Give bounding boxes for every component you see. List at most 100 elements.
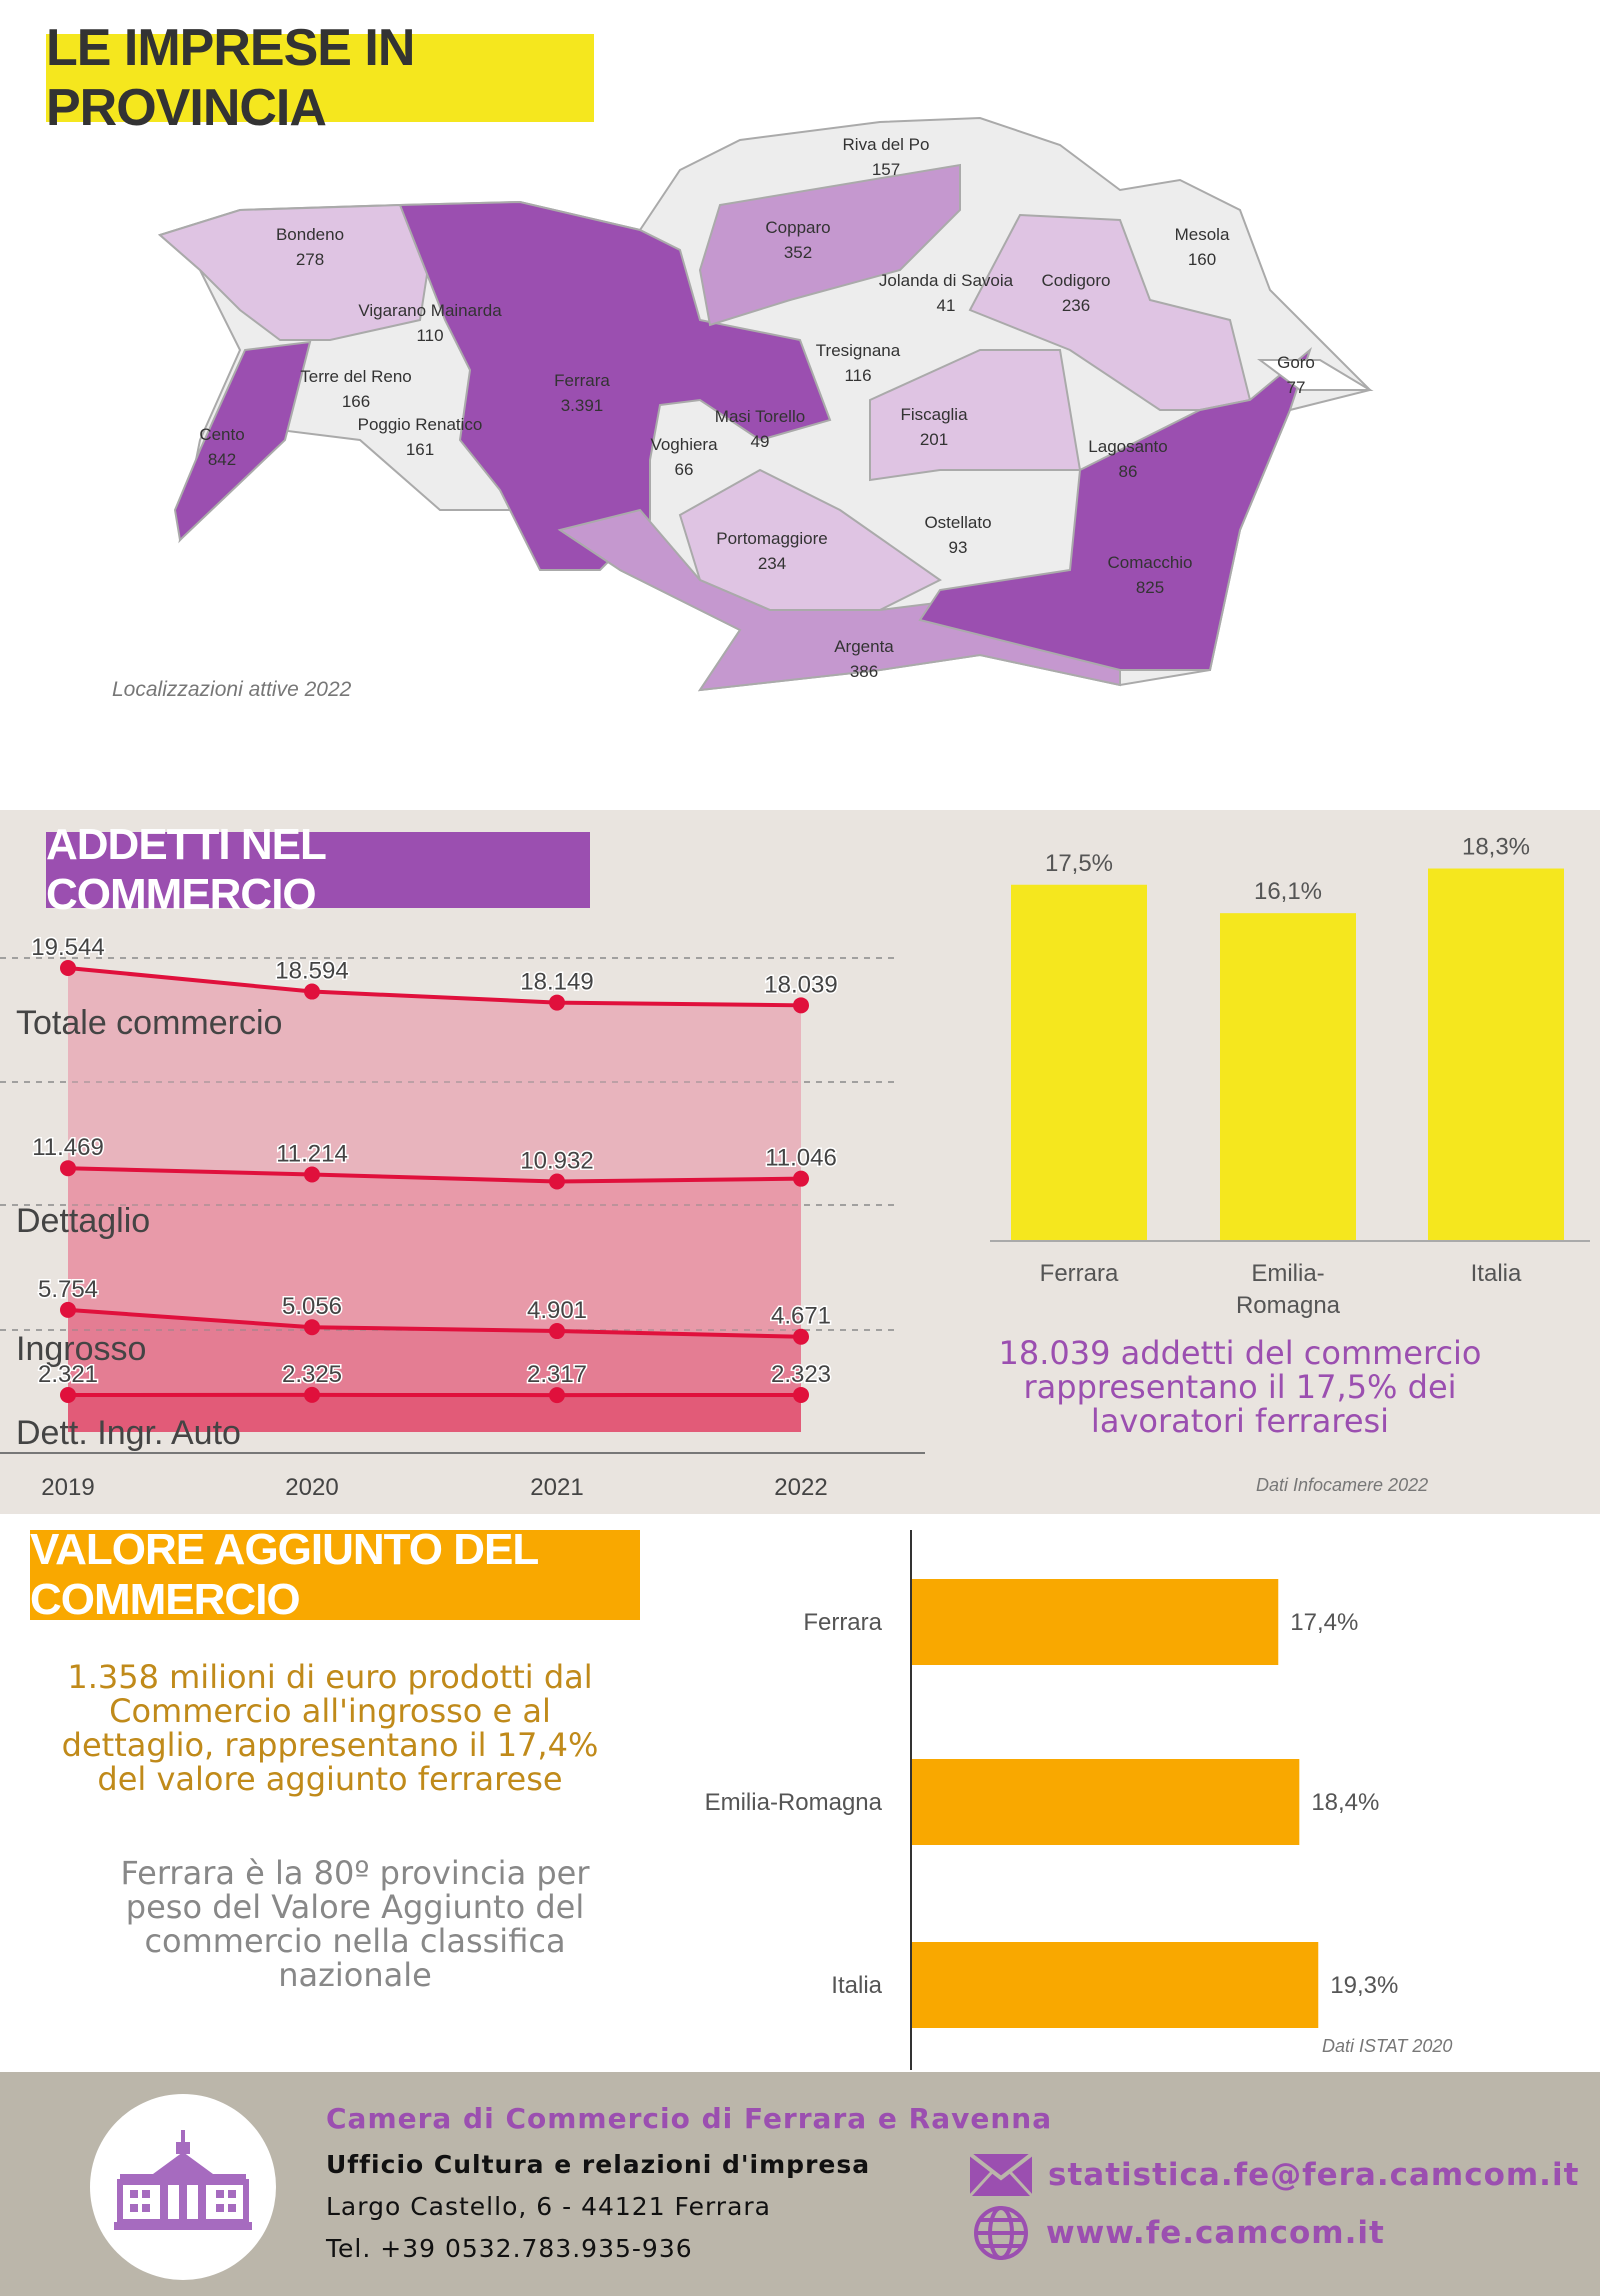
map-label-voghiera: Voghiera 66 (650, 435, 718, 479)
bar-italia (1428, 868, 1564, 1240)
map-label-mesola: Mesola 160 (1174, 225, 1230, 269)
map-section-title: LE IMPRESE IN PROVINCIA (46, 19, 594, 137)
point-ingrosso (549, 1323, 565, 1340)
line-dettaglio (67, 1166, 802, 1184)
data-label-dettaglio: 10.932 (520, 1148, 593, 1175)
map-label-ostellato: Ostellato 93 (924, 513, 992, 557)
valore-text-2: Ferrara è la 80º provincia per peso del … (120, 1854, 590, 1994)
map-label-vigarano-mainarda: Vigarano Mainarda 110 (358, 301, 502, 345)
category-label-emilia-romagna: Emilia- (1251, 1260, 1324, 1287)
map-region-copparo (698, 163, 961, 327)
valore-section-title: VALORE AGGIUNTO DEL COMMERCIO (30, 1525, 640, 1624)
map-label-codigoro: Codigoro 236 (1041, 271, 1111, 315)
data-label-ingrosso: 5.056 (282, 1293, 342, 1320)
map-label-jolanda-di-savoia: Jolanda di Savoia 41 (878, 271, 1014, 315)
map-region-goro (1257, 359, 1374, 391)
addetti-bar-chart: 17,5% 16,1% 18,3% Ferrara Emilia- Romagna Ital… (990, 834, 1590, 1319)
addetti-area-chart: 19.544 18.594 18.149 18.039 Totale commercio… (0, 933, 925, 1500)
hbar-ferrara (912, 1579, 1279, 1665)
province-map (157, 116, 1374, 692)
map-region-comacchio (918, 346, 1313, 671)
data-label-dettaglio: 11.214 (276, 1141, 348, 1168)
valore-bar-chart: 17,4% Ferrara 18,4% Emilia-Romagna 19,3% Ital… (705, 1530, 1398, 2070)
data-label-dettaglio: 11.046 (765, 1145, 837, 1172)
hbar-value-label: 17,4% (1290, 1609, 1358, 1636)
category-label-emilia-romagna: Romagna (1236, 1292, 1341, 1319)
footer-phone: Tel. +39 0532.783.935-936 (326, 2234, 693, 2263)
hbar-italia (912, 1942, 1319, 2028)
footer-office: Ufficio Cultura e relazioni d'impresa (326, 2150, 871, 2179)
x-tick-label: 2022 (774, 1474, 827, 1500)
series-label-ingrosso: Ingrosso (16, 1330, 146, 1368)
point-ingrosso (793, 1328, 809, 1345)
map-label-tresignana: Tresignana 116 (815, 341, 901, 385)
map-region-bondeno (157, 203, 432, 341)
data-label-dett-ingr-auto: 2.325 (282, 1361, 342, 1388)
map-label-fiscaglia: Fiscaglia 201 (900, 405, 968, 449)
chamber-logo (90, 2094, 276, 2280)
point-dettaglio (60, 1160, 76, 1177)
series-label-dettaglio: Dettaglio (16, 1202, 150, 1240)
map-label-argenta: Argenta 386 (834, 637, 894, 681)
series-label-totale-commercio: Totale commercio (16, 1004, 282, 1042)
x-tick-label: 2019 (41, 1474, 94, 1500)
map-label-comacchio: Comacchio 825 (1107, 553, 1193, 597)
data-label-dettaglio: 11.469 (32, 1134, 104, 1161)
point-dett-ingr-auto (549, 1387, 565, 1404)
hbar-value-label: 19,3% (1330, 1972, 1398, 1999)
bar-value-label: 17,5% (1045, 850, 1113, 877)
hbar-emilia-romagna (912, 1759, 1300, 1845)
point-totale-commercio (60, 960, 76, 976)
hbar-category-label: Emilia-Romagna (705, 1789, 883, 1816)
data-label-totale-commercio: 18.149 (520, 969, 593, 996)
bar-emilia-romagna (1220, 913, 1356, 1240)
data-label-totale-commercio: 19.544 (31, 934, 104, 961)
website-contact[interactable]: www.fe.camcom.it (972, 2204, 1385, 2262)
hbar-category-label: Ferrara (803, 1609, 882, 1636)
website-link[interactable]: www.fe.camcom.it (1046, 2215, 1385, 2251)
data-label-totale-commercio: 18.594 (275, 958, 348, 985)
point-dettaglio (793, 1170, 809, 1187)
footer-org: Camera di Commercio di Ferrara e Ravenna (326, 2102, 1053, 2135)
map-label-lagosanto: Lagosanto 86 (1088, 437, 1168, 481)
map-label-portomaggiore: Portomaggiore 234 (716, 529, 828, 573)
x-tick-label: 2021 (530, 1474, 583, 1500)
hbar-value-label: 18,4% (1311, 1789, 1379, 1816)
bar-ferrara (1011, 884, 1147, 1240)
x-tick-label: 2020 (285, 1474, 338, 1500)
map-label-goro: Goro 77 (1277, 353, 1315, 397)
valore-source: Dati ISTAT 2020 (1322, 2036, 1453, 2056)
bar-value-label: 16,1% (1254, 878, 1322, 905)
line-ingrosso (67, 1307, 802, 1339)
category-label-ferrara: Ferrara (1040, 1260, 1119, 1287)
map-region-cento (173, 340, 312, 543)
addetti-section-title: ADDETTI NEL COMMERCIO (46, 820, 590, 919)
map-label-riva-del-po: Riva del Po 157 (842, 135, 930, 179)
data-label-ingrosso: 4.901 (527, 1297, 587, 1324)
building-icon (114, 2130, 252, 2230)
data-label-dett-ingr-auto: 2.321 (38, 1361, 98, 1388)
map-label-copparo: Copparo 352 (765, 218, 831, 262)
addetti-source: Dati Infocamere 2022 (1256, 1475, 1429, 1495)
addetti-summary: 18.039 addetti del commercio rappresenta… (998, 1334, 1482, 1440)
point-totale-commercio (793, 997, 809, 1014)
valore-text-1: 1.358 milioni di euro prodotti dal Comme… (61, 1658, 599, 1798)
email-link[interactable]: statistica.fe@fera.camcom.it (1048, 2157, 1580, 2193)
data-label-dett-ingr-auto: 2.317 (527, 1361, 587, 1388)
bar-value-label: 18,3% (1462, 834, 1530, 861)
line-totale-commercio (67, 966, 802, 1008)
email-contact[interactable]: statistica.fe@fera.camcom.it (968, 2152, 1579, 2198)
map-region-argenta (557, 508, 1121, 692)
point-totale-commercio (549, 994, 565, 1011)
footer-address: Largo Castello, 6 - 44121 Ferrara (326, 2192, 771, 2221)
point-dett-ingr-auto (304, 1386, 320, 1403)
map-label-poggio-renatico: Poggio Renatico 161 (357, 415, 483, 459)
point-dett-ingr-auto (60, 1387, 76, 1403)
map-label-cento: Cento 842 (199, 425, 245, 469)
map-region-ferrara (398, 200, 832, 571)
map-note: Localizzazioni attive 2022 (112, 678, 352, 701)
point-dettaglio (304, 1166, 320, 1183)
series-label-dett-ingr-auto: Dett. Ingr. Auto (16, 1414, 241, 1452)
map-label-terre-del-reno: Terre del Reno 166 (300, 367, 412, 411)
data-label-ingrosso: 4.671 (771, 1303, 831, 1330)
